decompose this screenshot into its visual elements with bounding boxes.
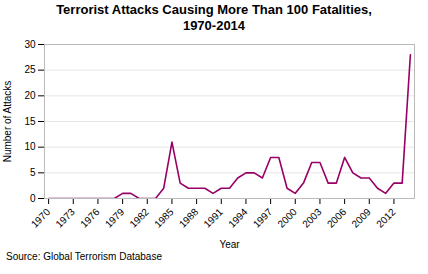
svg-text:2012: 2012 — [374, 206, 398, 230]
svg-text:25: 25 — [24, 64, 36, 75]
html-text:Terrorist Attacks Causing More: Terrorist Attacks Causing More Than 100 … — [56, 2, 372, 33]
svg-text:2000: 2000 — [275, 206, 299, 230]
svg-text:1991: 1991 — [201, 206, 225, 230]
svg-text:20: 20 — [24, 90, 36, 101]
svg-text:1979: 1979 — [103, 206, 127, 230]
svg-text:1970: 1970 — [29, 206, 53, 230]
svg-text:Year: Year — [219, 239, 240, 250]
svg-text:1976: 1976 — [78, 206, 102, 230]
svg-text:0: 0 — [30, 193, 36, 204]
svg-text:1997: 1997 — [251, 206, 275, 230]
svg-text:5: 5 — [30, 167, 36, 178]
svg-text:1994: 1994 — [226, 206, 250, 230]
svg-text:30: 30 — [24, 39, 36, 50]
html-text:Source: Global Terrorism Datab: Source: Global Terrorism Database — [6, 251, 162, 262]
svg-text:2006: 2006 — [325, 206, 349, 230]
svg-text:15: 15 — [24, 116, 36, 127]
svg-text:1988: 1988 — [177, 206, 201, 230]
svg-text:2003: 2003 — [300, 206, 324, 230]
svg-text:Number of Attacks: Number of Attacks — [2, 81, 13, 163]
svg-text:1973: 1973 — [53, 206, 77, 230]
svg-text:1982: 1982 — [127, 206, 151, 230]
svg-text:10: 10 — [24, 141, 36, 152]
svg-text:2009: 2009 — [349, 206, 373, 230]
svg-text:1985: 1985 — [152, 206, 176, 230]
